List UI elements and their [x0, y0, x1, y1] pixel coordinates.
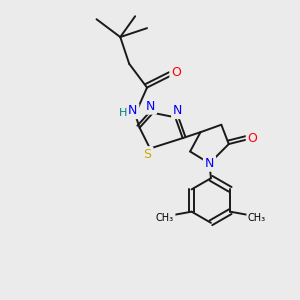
Text: N: N — [205, 157, 214, 170]
Text: N: N — [173, 104, 182, 117]
Text: S: S — [144, 148, 152, 161]
Text: CH₃: CH₃ — [248, 213, 266, 223]
Text: O: O — [248, 132, 257, 145]
Text: N: N — [146, 100, 155, 113]
Text: CH₃: CH₃ — [156, 213, 174, 223]
Text: O: O — [171, 66, 181, 79]
Text: H: H — [118, 108, 127, 118]
Text: N: N — [128, 104, 137, 117]
